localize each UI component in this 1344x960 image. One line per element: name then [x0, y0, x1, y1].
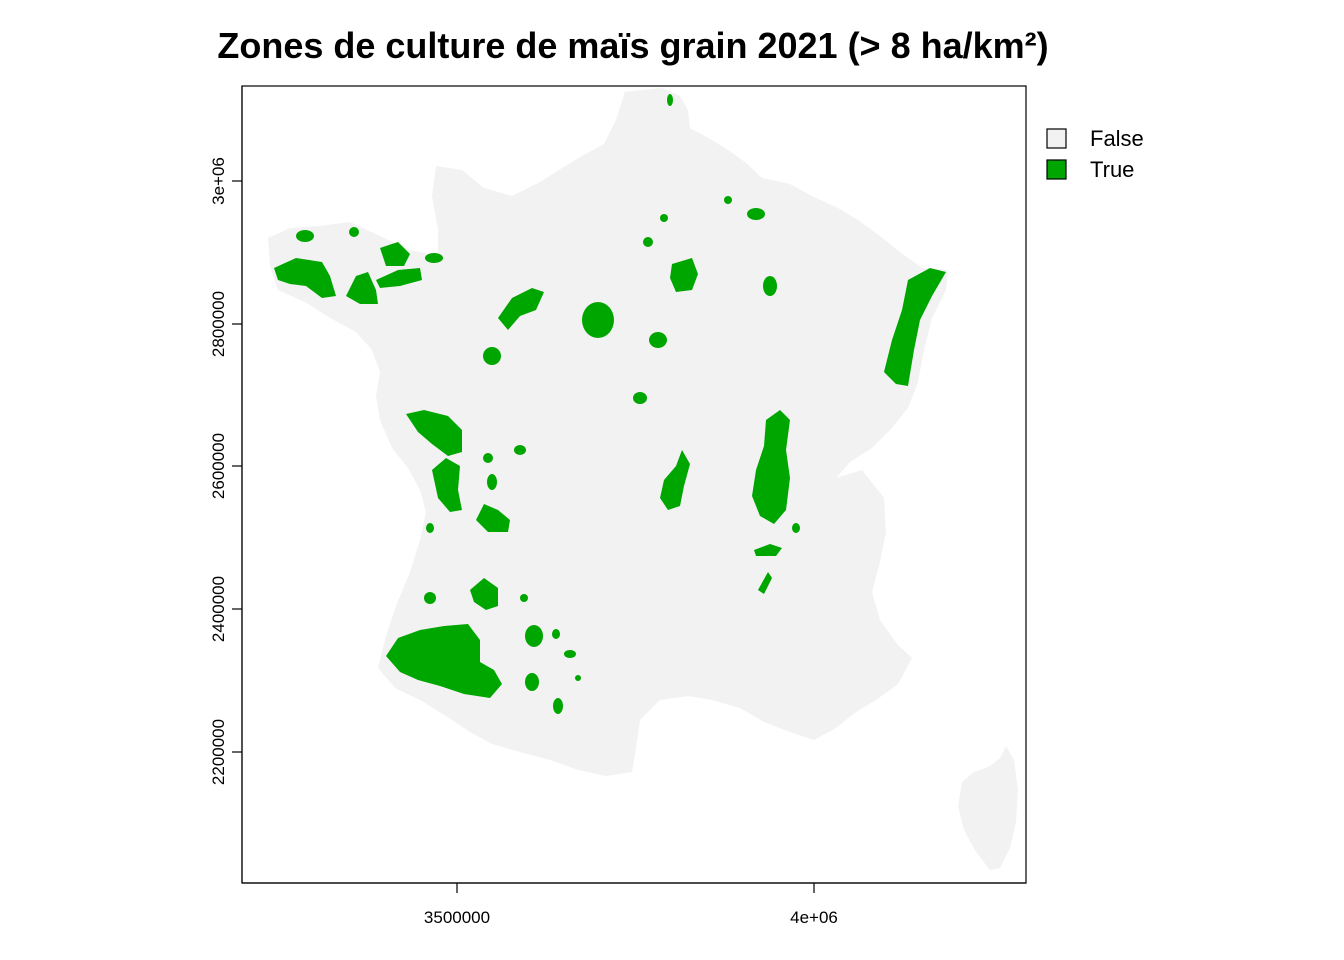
maize-zone-brittany-east-2 [376, 268, 422, 288]
maize-zone-ain [792, 523, 800, 533]
maize-zone-lorraine [763, 276, 777, 296]
maize-zone-haute-garonne [553, 698, 563, 714]
maize-zone-dordogne [487, 474, 497, 490]
maize-zone-landes-bearn [386, 624, 502, 698]
mainland-france [268, 88, 948, 776]
maize-zone-indre [514, 445, 526, 455]
maize-zone-charente [432, 458, 462, 512]
maize-zone-gers-2 [525, 673, 539, 691]
maize-zone-ardennes [747, 208, 765, 220]
maize-zone-champagne [670, 258, 698, 292]
maize-zone-lot [552, 629, 560, 639]
maize-zone-tarn-garonne [575, 675, 581, 681]
y-axis: 3e+06 2800000 2600000 2400000 2200000 [209, 86, 243, 883]
maize-zone-tarn [564, 650, 576, 658]
legend-swatch-false [1046, 128, 1067, 149]
maize-zones [274, 94, 946, 714]
maize-zone-landes-west [424, 592, 436, 604]
maize-zone-picardie [724, 196, 732, 204]
legend-label-true: True [1090, 157, 1134, 182]
maize-zone-gers [525, 625, 543, 647]
maize-zone-gironde [426, 523, 434, 533]
maize-zone-deux-sevres [483, 453, 493, 463]
y-tick-label: 2200000 [209, 719, 228, 785]
y-tick-label: 2800000 [209, 291, 228, 357]
x-tick-label: 4e+06 [790, 908, 838, 927]
maize-zone-brittany-north-2 [349, 227, 359, 237]
land-area [268, 88, 1018, 870]
maize-zone-brittany-east-3 [425, 253, 443, 263]
maize-zone-brittany-west [274, 258, 336, 298]
legend-label-false: False [1090, 126, 1144, 151]
maize-zone-isere [758, 572, 772, 594]
maize-zone-lot-garonne [520, 594, 528, 602]
maize-zone-allier [660, 450, 690, 510]
maize-zone-beauce-2 [649, 332, 667, 348]
maize-zone-brittany-central [346, 272, 378, 304]
maize-zone-sarthe [498, 288, 544, 330]
legend-swatch-true [1046, 159, 1067, 180]
maize-zone-loiret [633, 392, 647, 404]
maize-zone-bresse [752, 410, 790, 524]
maize-zone-rhone [754, 544, 782, 556]
y-tick-label: 2600000 [209, 433, 228, 499]
maize-zone-oise [660, 214, 668, 222]
maize-zone-sarthe-2 [483, 347, 501, 365]
maize-zone-landes-north [470, 578, 498, 610]
maize-zone-alsace [884, 268, 946, 386]
maize-zone-nord [667, 94, 673, 106]
maize-zone-beauce [582, 302, 614, 338]
maize-zone-brittany-east [380, 242, 410, 266]
map-title: Zones de culture de maïs grain 2021 (> 8… [217, 25, 1048, 66]
legend: False True [1046, 126, 1144, 182]
maize-zone-vienne [476, 504, 510, 532]
maize-zone-champagne-2 [643, 237, 653, 247]
corsica [958, 746, 1018, 870]
x-tick-label: 3500000 [424, 908, 490, 927]
y-tick-label: 2400000 [209, 576, 228, 642]
y-tick-label: 3e+06 [209, 157, 228, 205]
maize-zone-vendee [406, 410, 462, 456]
x-axis: 3500000 4e+06 [242, 882, 1026, 927]
maize-zone-brittany-north [296, 230, 314, 242]
